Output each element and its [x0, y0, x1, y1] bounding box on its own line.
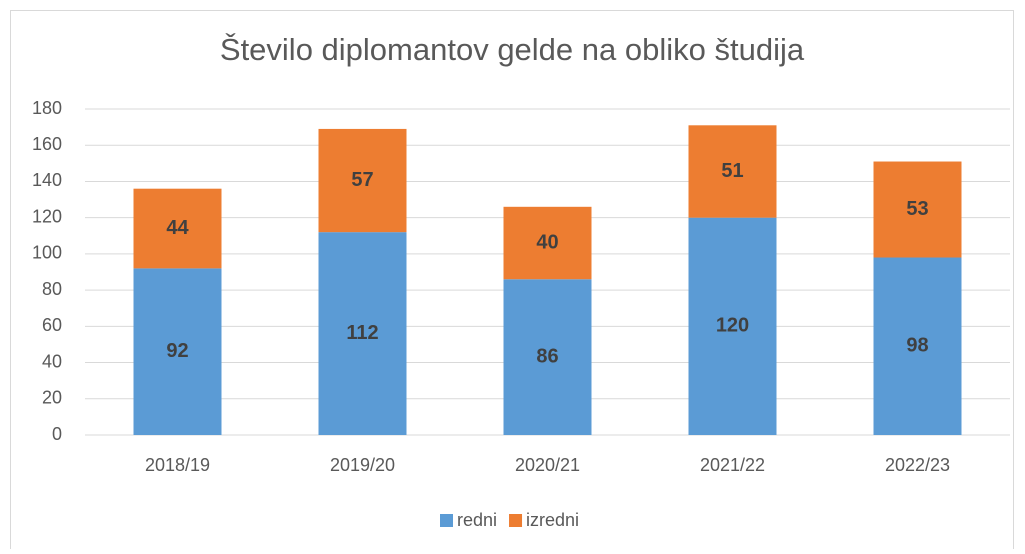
- legend-swatch: [440, 514, 453, 527]
- legend-label: redni: [457, 510, 497, 530]
- data-label: 57: [351, 169, 373, 191]
- bar-segment: [873, 161, 962, 258]
- y-tick-label: 180: [32, 98, 62, 118]
- bar-segment: [133, 268, 222, 435]
- bar-segment: [873, 257, 962, 435]
- data-label: 44: [166, 217, 189, 239]
- x-tick-label: 2022/23: [885, 455, 950, 475]
- y-tick-label: 140: [32, 170, 62, 190]
- bar-segment: [688, 125, 777, 218]
- y-tick-label: 20: [42, 388, 62, 408]
- data-label: 86: [536, 345, 558, 367]
- data-label: 92: [166, 340, 188, 362]
- bar-segment: [688, 217, 777, 435]
- y-tick-label: 160: [32, 134, 62, 154]
- data-label: 53: [906, 198, 928, 220]
- x-tick-label: 2019/20: [330, 455, 395, 475]
- data-label: 40: [536, 231, 558, 253]
- bar-segment: [503, 279, 592, 435]
- y-tick-label: 120: [32, 206, 62, 226]
- x-tick-label: 2018/19: [145, 455, 210, 475]
- x-tick-label: 2020/21: [515, 455, 580, 475]
- bar-segment: [318, 128, 407, 233]
- bar-segment: [133, 188, 222, 269]
- data-label: 120: [716, 315, 749, 337]
- y-tick-label: 0: [52, 424, 62, 444]
- legend-label: izredni: [526, 510, 579, 530]
- y-tick-label: 80: [42, 279, 62, 299]
- chart-title: Število diplomantov gelde na obliko štud…: [220, 32, 805, 67]
- x-tick-label: 2021/22: [700, 455, 765, 475]
- bar-segment: [503, 206, 592, 280]
- y-tick-label: 100: [32, 243, 62, 263]
- legend-swatch: [509, 514, 523, 527]
- y-tick-label: 40: [42, 351, 62, 371]
- bar-segment: [318, 232, 407, 435]
- data-label: 112: [346, 322, 378, 344]
- data-label: 98: [906, 335, 928, 357]
- y-tick-label: 60: [42, 315, 62, 335]
- data-label: 51: [721, 160, 743, 182]
